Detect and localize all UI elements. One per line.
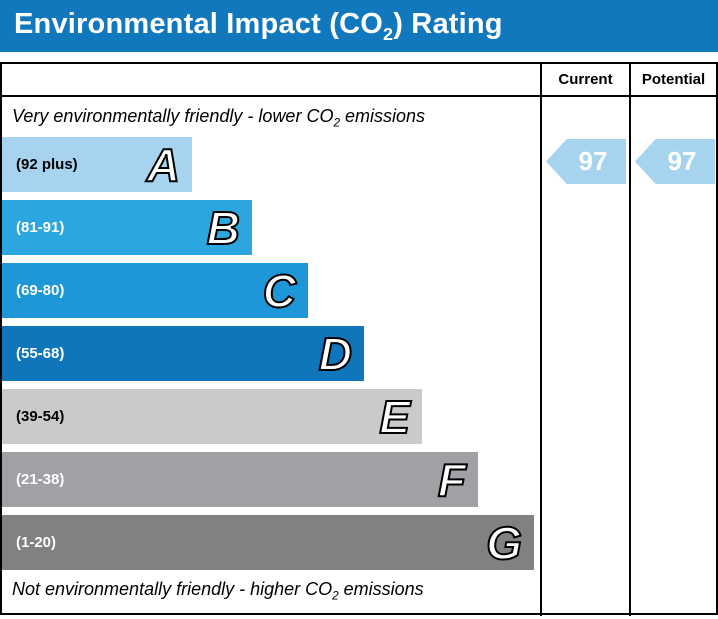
band-letter: E [378,390,411,443]
band-row: (69-80) C [2,263,308,318]
band-letter: D [318,327,353,380]
band-row: (39-54) E [2,389,422,444]
top-note-subscript: 2 [333,116,340,130]
band-row: (55-68) D [2,326,364,381]
bands-area: Very environmentally friendly - lower CO… [2,97,540,616]
current-column-header: Current [540,64,629,97]
band-letter: G [485,516,523,569]
potential-rating-column: 97 [629,97,716,616]
page-title: Environmental Impact (CO2) Rating [14,7,503,44]
epc-rating-chart: Current Potential Very environmentally f… [0,62,718,616]
band-letter: B [206,201,241,254]
potential-rating-arrow-icon: 97 [635,139,715,184]
potential-column-header: Potential [629,64,716,97]
band-range-label: (1-20) [16,534,57,551]
band-range-label: (55-68) [16,345,65,362]
band-range-label: (39-54) [16,408,65,425]
bottom-note-subscript: 2 [332,589,339,603]
current-rating-value: 97 [578,146,608,176]
band-range-label: (21-38) [16,471,65,488]
band-row: (21-38) F [2,452,478,507]
top-note: Very environmentally friendly - lower CO… [12,106,425,130]
band-list: (92 plus) A (81-91) B (69-80) C (55-68) … [2,137,540,570]
main-header-cell [2,64,540,97]
current-rating-column: 97 [540,97,629,616]
chart-title-bar: Environmental Impact (CO2) Rating [0,0,718,52]
band-range-label: (81-91) [16,219,65,236]
band-row: (1-20) G [2,515,534,570]
potential-rating-value: 97 [667,146,697,176]
band-letter: A [146,138,181,191]
band-row: (92 plus) A [2,137,192,192]
band-row: (81-91) B [2,200,252,255]
band-range-label: (92 plus) [16,156,78,173]
band-range-label: (69-80) [16,282,65,299]
title-subscript: 2 [382,23,394,44]
band-letter: F [437,453,467,506]
current-rating-arrow-icon: 97 [546,139,626,184]
band-letter: C [262,264,297,317]
bottom-note: Not environmentally friendly - higher CO… [12,579,424,603]
